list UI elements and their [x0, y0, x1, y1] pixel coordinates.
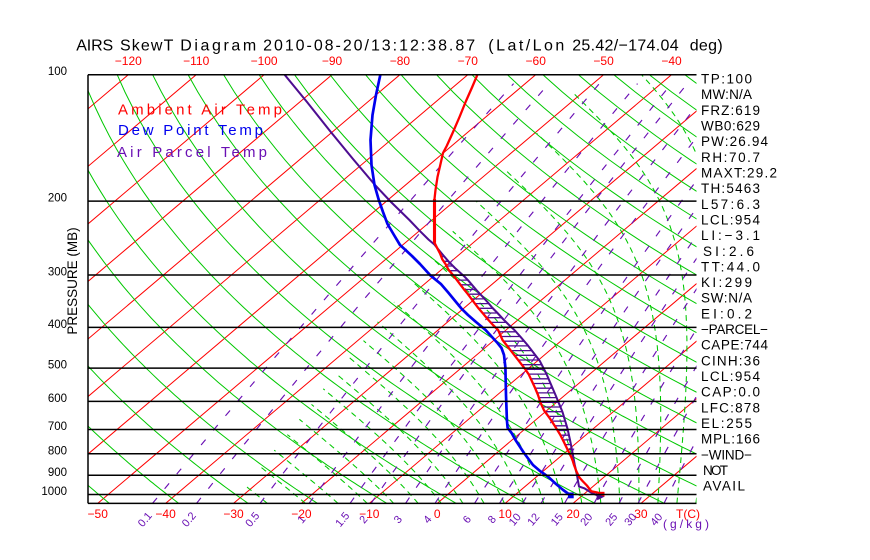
svg-text:900: 900 — [48, 467, 67, 479]
svg-text:CINH:36: CINH:36 — [701, 353, 760, 368]
svg-text:PW:26.94: PW:26.94 — [701, 134, 768, 149]
svg-text:20: 20 — [566, 507, 580, 521]
svg-text:T(C): T(C) — [676, 507, 700, 521]
svg-text:30: 30 — [634, 507, 648, 521]
svg-text:−70: −70 — [458, 54, 479, 68]
svg-text:MPL:166: MPL:166 — [701, 432, 760, 447]
svg-text:SkewT: SkewT — [120, 38, 174, 55]
svg-text:−40: −40 — [155, 507, 176, 521]
svg-text:500: 500 — [48, 360, 67, 372]
svg-text:AVAIL: AVAIL — [703, 479, 745, 494]
svg-text:TH:5463: TH:5463 — [701, 181, 760, 196]
svg-text:(g/kg): (g/kg) — [663, 517, 709, 531]
svg-text:MW:N/A: MW:N/A — [701, 87, 752, 102]
svg-text:−10: −10 — [359, 507, 380, 521]
svg-text:EI:0.2: EI:0.2 — [701, 306, 752, 321]
svg-text:400: 400 — [48, 319, 67, 331]
svg-text:1000: 1000 — [41, 486, 67, 498]
svg-text:−20: −20 — [291, 507, 312, 521]
svg-text:−PARCEL−: −PARCEL− — [701, 322, 768, 337]
svg-text:(Lat/Lon: (Lat/Lon — [488, 38, 564, 55]
svg-text:25.42/−174.04: 25.42/−174.04 — [572, 38, 678, 55]
svg-text:WB0:629: WB0:629 — [701, 119, 760, 134]
svg-text:700: 700 — [48, 421, 67, 433]
svg-text:LCL:954: LCL:954 — [701, 369, 760, 384]
svg-text:−120: −120 — [115, 54, 142, 68]
svg-text:PRESSURE (MB): PRESSURE (MB) — [65, 227, 80, 334]
svg-text:CAP:0.0: CAP:0.0 — [701, 385, 760, 400]
svg-text:600: 600 — [48, 393, 67, 405]
svg-text:−100: −100 — [251, 54, 278, 68]
svg-text:KI:299: KI:299 — [701, 275, 752, 290]
svg-text:−60: −60 — [526, 54, 547, 68]
svg-text:−50: −50 — [593, 54, 614, 68]
svg-text:RH:70.7: RH:70.7 — [701, 150, 760, 165]
svg-text:−80: −80 — [390, 54, 411, 68]
svg-text:LFC:878: LFC:878 — [701, 400, 760, 415]
svg-text:100: 100 — [48, 66, 67, 78]
svg-text:Air Parcel Temp: Air Parcel Temp — [117, 144, 267, 161]
svg-text:10: 10 — [498, 507, 512, 521]
svg-text:CAPE:744: CAPE:744 — [701, 338, 768, 353]
svg-text:deg): deg) — [690, 38, 723, 55]
svg-text:800: 800 — [48, 445, 67, 457]
svg-text:MAXT:29.2: MAXT:29.2 — [701, 166, 777, 181]
svg-text:Dew Point Temp: Dew Point Temp — [118, 122, 263, 139]
svg-text:FRZ:619: FRZ:619 — [701, 103, 760, 118]
svg-text:SI:2.6: SI:2.6 — [703, 244, 754, 259]
svg-text:EL:255: EL:255 — [701, 416, 752, 431]
svg-text:LCL:954: LCL:954 — [701, 212, 760, 227]
svg-text:TP:100: TP:100 — [701, 72, 752, 87]
svg-text:SW:N/A: SW:N/A — [701, 291, 752, 306]
svg-text:−WIND−: −WIND− — [701, 447, 752, 462]
svg-text:−50: −50 — [88, 507, 109, 521]
svg-text:−90: −90 — [322, 54, 343, 68]
svg-text:AIRS: AIRS — [76, 38, 113, 55]
svg-text:200: 200 — [48, 193, 67, 205]
svg-text:−30: −30 — [223, 507, 244, 521]
svg-text:−110: −110 — [183, 54, 209, 68]
svg-text:−40: −40 — [661, 54, 682, 68]
svg-text:Diagram: Diagram — [180, 38, 256, 55]
svg-text:0: 0 — [434, 507, 441, 521]
svg-text:NOT: NOT — [703, 463, 728, 478]
svg-text:300: 300 — [48, 267, 67, 279]
